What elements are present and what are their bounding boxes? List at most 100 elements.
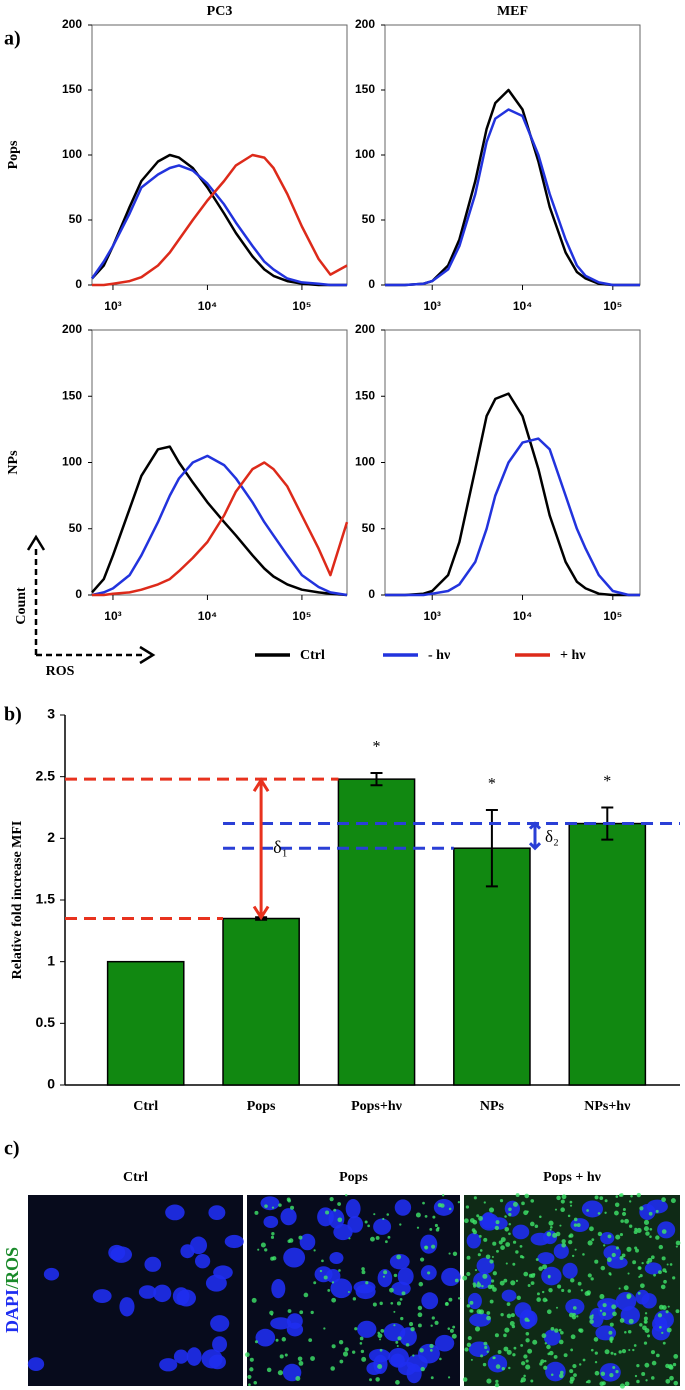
error-bar [370, 771, 383, 787]
ros-speck [486, 1315, 491, 1321]
ros-speck [313, 1249, 316, 1252]
x-tick-label: 10⁴ [198, 299, 217, 313]
ros-speck [530, 1281, 535, 1285]
ros-speck [621, 1253, 626, 1258]
ros-speck [429, 1343, 434, 1349]
y-tick-label: 0.5 [36, 1014, 56, 1030]
panel-label: b) [4, 704, 22, 726]
ros-speck [396, 1254, 402, 1260]
ros-speck [554, 1328, 559, 1333]
ros-speck [570, 1334, 576, 1340]
ros-speck [619, 1256, 624, 1261]
ros-speck [525, 1338, 530, 1343]
ros-speck [672, 1362, 677, 1367]
ros-speck [467, 1336, 472, 1341]
ros-speck [534, 1224, 539, 1229]
count-ros-arrows [34, 545, 145, 657]
ros-speck [521, 1255, 525, 1259]
nucleus [180, 1244, 195, 1259]
ros-speck [561, 1242, 567, 1248]
ros-speck [369, 1378, 372, 1382]
ros-speck [639, 1206, 644, 1211]
ros-speck [435, 1228, 440, 1232]
nucleus [213, 1265, 233, 1280]
axis-arrow-label: ROS [46, 664, 75, 679]
ros-speck [290, 1205, 295, 1210]
ros-speck [561, 1194, 567, 1200]
x-tick-label: 10³ [424, 609, 441, 623]
y-tick-label: 200 [355, 17, 375, 31]
ros-speck [646, 1260, 650, 1265]
ros-speck [477, 1253, 481, 1257]
nucleus [581, 1200, 604, 1218]
nucleus [434, 1334, 455, 1352]
ros-speck [375, 1236, 380, 1240]
image-label: Pops [339, 1170, 368, 1185]
nucleus [317, 1207, 334, 1227]
ros-speck [395, 1380, 400, 1385]
image-label: Ctrl [123, 1170, 148, 1185]
ros-speck [570, 1278, 575, 1283]
ros-speck [643, 1316, 648, 1321]
ros-speck [572, 1306, 577, 1310]
stain-label-part: DAPI [2, 1289, 22, 1333]
ros-speck [661, 1197, 666, 1203]
ros-speck [488, 1207, 495, 1213]
histogram-line [91, 454, 348, 597]
bar [222, 917, 300, 1086]
nucleus [504, 1200, 520, 1217]
ros-speck [568, 1239, 573, 1245]
histogram-line [92, 461, 349, 597]
ros-speck [624, 1218, 629, 1224]
ros-speck [640, 1283, 645, 1289]
ros-speck [636, 1379, 640, 1384]
ros-speck [491, 1279, 495, 1283]
x-tick-label: 10⁴ [513, 609, 532, 623]
ros-speck [599, 1196, 604, 1201]
ros-speck [327, 1289, 331, 1292]
ros-speck [619, 1383, 626, 1389]
ros-speck [626, 1294, 631, 1300]
ros-speck [254, 1340, 258, 1344]
ros-speck [448, 1207, 452, 1211]
ros-speck [609, 1338, 613, 1342]
ros-speck [618, 1287, 621, 1290]
ros-speck [560, 1207, 565, 1213]
ros-speck [504, 1327, 510, 1333]
ros-speck [550, 1326, 555, 1331]
y-tick-label: 1 [47, 952, 55, 968]
ros-speck [377, 1331, 380, 1335]
ros-speck [611, 1304, 617, 1310]
ros-speck [612, 1366, 616, 1370]
ros-speck [472, 1230, 478, 1235]
ros-speck [486, 1311, 491, 1315]
ros-speck [400, 1316, 404, 1321]
ros-speck [532, 1339, 538, 1345]
y-tick-label: 1.5 [36, 891, 56, 907]
ros-speck [281, 1337, 286, 1342]
ros-speck [319, 1269, 323, 1273]
nucleus [176, 1289, 196, 1307]
ros-speck [278, 1203, 282, 1207]
ros-speck [457, 1200, 461, 1204]
ros-speck [608, 1330, 613, 1335]
ros-speck [469, 1300, 474, 1305]
nucleus [165, 1204, 185, 1221]
ros-speck [644, 1321, 647, 1324]
ros-speck [321, 1259, 324, 1263]
plot-frame [91, 24, 348, 286]
bar [568, 822, 647, 1086]
ros-speck [546, 1231, 552, 1237]
ros-speck [399, 1223, 402, 1226]
ros-speck [474, 1326, 481, 1332]
nucleus [441, 1267, 461, 1287]
ros-speck [607, 1234, 612, 1239]
nucleus [27, 1357, 45, 1371]
ros-speck [266, 1367, 272, 1373]
ros-speck [424, 1214, 428, 1218]
y-tick-label: 150 [355, 388, 375, 402]
ros-speck [590, 1348, 594, 1352]
ros-speck [337, 1202, 342, 1206]
ros-speck [508, 1222, 511, 1226]
ros-speck [476, 1282, 482, 1288]
